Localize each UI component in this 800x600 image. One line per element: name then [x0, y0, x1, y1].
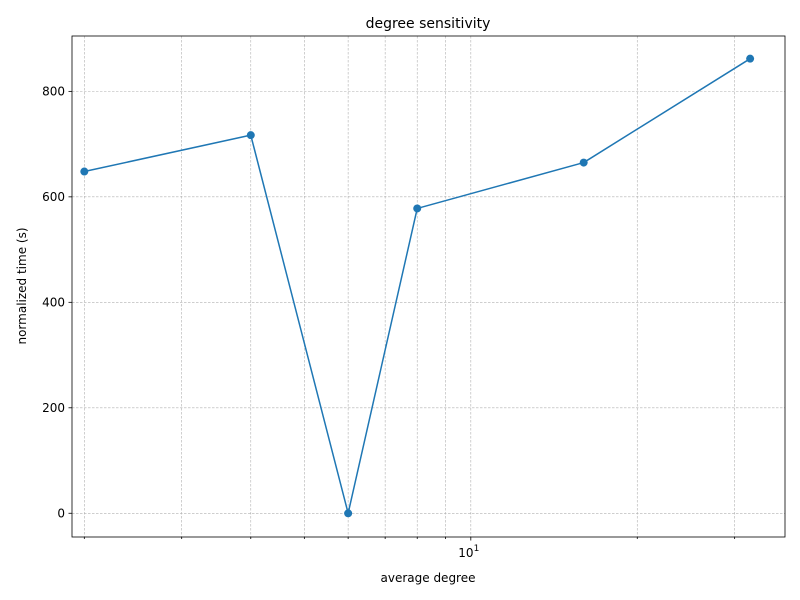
series-layer [80, 54, 755, 518]
chart-title: degree sensitivity [366, 16, 491, 32]
data-point [746, 54, 755, 63]
y-tick-label: 600 [42, 190, 65, 204]
data-point [246, 131, 255, 140]
x-tick-label-base: 10 [458, 546, 473, 560]
x-tick-label-exponent: 1 [474, 544, 480, 554]
x-tick-label: 101 [458, 544, 479, 560]
y-tick-label: 400 [42, 295, 65, 309]
y-axis-label: normalized time (s) [15, 227, 29, 344]
axis-ticks [68, 90, 736, 541]
grid [72, 36, 785, 537]
data-point [579, 158, 588, 167]
plot-frame [71, 35, 786, 538]
series-line [84, 58, 751, 515]
x-axis-label: average degree [381, 571, 476, 585]
tick-labels: 0 200 400 600 800 101 [42, 84, 479, 560]
y-tick-label: 200 [42, 401, 65, 415]
y-tick-label: 800 [42, 84, 65, 98]
data-point [344, 509, 353, 518]
y-tick-label: 0 [57, 506, 65, 520]
data-point [413, 204, 422, 213]
data-point [80, 167, 89, 176]
